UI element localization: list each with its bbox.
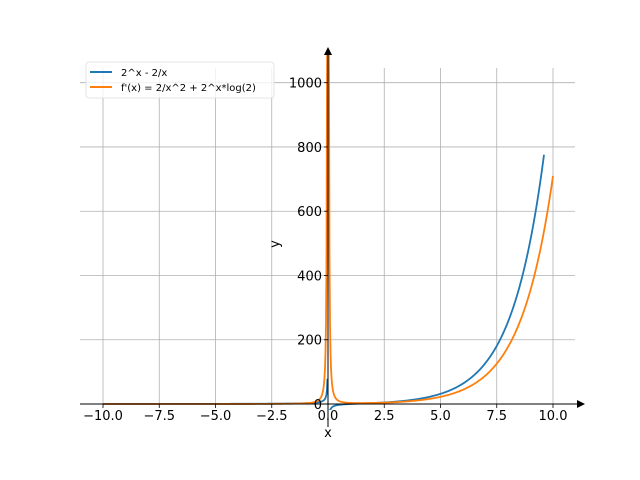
axes [80, 47, 585, 427]
y-tick-label: 1000 [289, 77, 322, 92]
x-tick-label: −2.5 [256, 409, 288, 424]
y-tick-label: 400 [297, 269, 322, 284]
series-line-0 [102, 154, 545, 410]
y-axis-label: y [268, 240, 283, 248]
ticks: −10.0 −7.5 −5.0 −2.5 0.0 2.5 5.0 7.5 10.0 0 200 400… [83, 77, 567, 424]
x-tick-label: −5.0 [200, 409, 232, 424]
legend-label-0: 2^x - 2/x [121, 68, 167, 79]
x-tick-label: 10.0 [539, 409, 568, 424]
legend-box [85, 61, 275, 99]
y-tick-label: 0 [314, 398, 322, 413]
legend: 2^x - 2/x f'(x) = 2/x^2 + 2^x*log(2) [85, 61, 275, 99]
x-tick-label: 5.0 [430, 409, 451, 424]
y-tick-label: 600 [297, 205, 322, 220]
x-axis-arrow [577, 400, 585, 408]
legend-label-1: f'(x) = 2/x^2 + 2^x*log(2) [121, 83, 256, 94]
y-tick-label: 800 [297, 141, 322, 156]
x-axis-label: x [324, 426, 332, 441]
x-tick-label: 2.5 [374, 409, 395, 424]
x-tick-label: 0.0 [318, 409, 339, 424]
x-tick-label: 7.5 [486, 409, 507, 424]
x-tick-label: −10.0 [83, 409, 123, 424]
y-axis-arrow [324, 47, 332, 55]
x-tick-label: −7.5 [143, 409, 175, 424]
y-tick-label: 200 [297, 334, 322, 349]
